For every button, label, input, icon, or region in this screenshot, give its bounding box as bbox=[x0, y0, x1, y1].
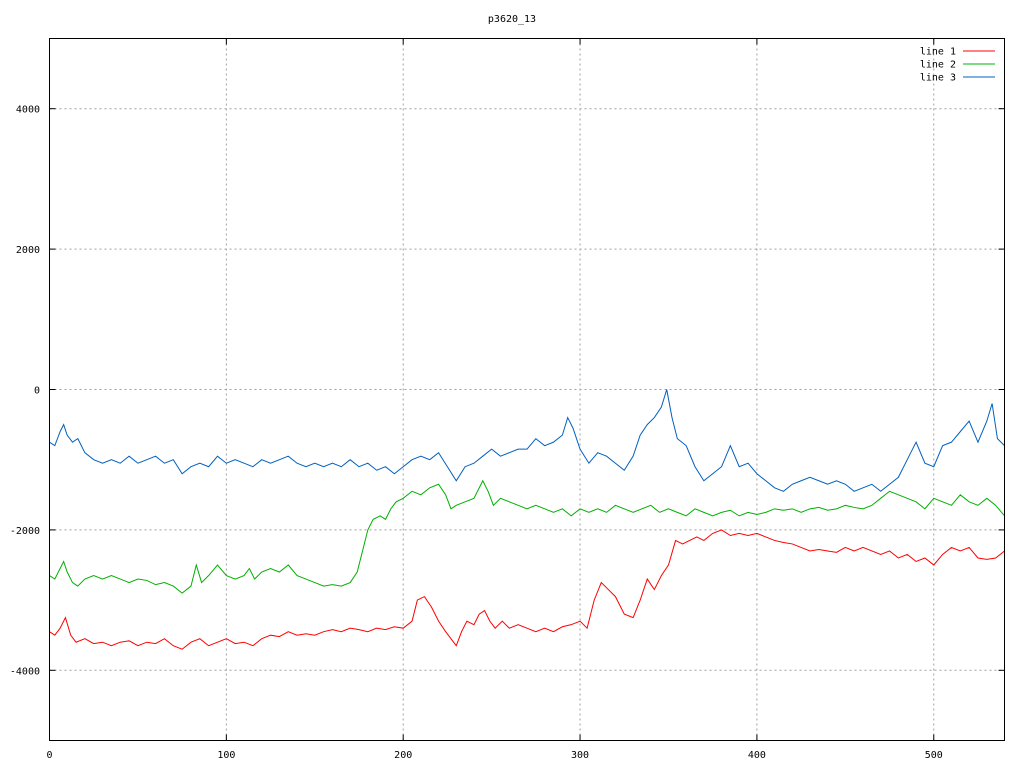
x-tick-label: 200 bbox=[394, 750, 412, 761]
x-tick-label: 0 bbox=[46, 750, 52, 761]
y-tick-label: -4000 bbox=[10, 666, 40, 677]
series-line-1 bbox=[49, 529, 1005, 650]
x-tick-label: 500 bbox=[925, 750, 943, 761]
y-tick-label: 4000 bbox=[16, 105, 40, 116]
plot-frame bbox=[49, 38, 1005, 741]
x-tick-label: 300 bbox=[571, 750, 589, 761]
series-line-2 bbox=[49, 479, 1005, 594]
legend-label: line 2 bbox=[920, 60, 956, 71]
y-tick-label: 0 bbox=[34, 386, 40, 397]
grid-lines bbox=[49, 38, 1005, 741]
x-tick-label: 100 bbox=[217, 750, 235, 761]
y-tick-label: -2000 bbox=[10, 526, 40, 537]
chart-title: p3620_13 bbox=[488, 14, 536, 25]
y-tick-label: 2000 bbox=[16, 245, 40, 256]
legend-label: line 3 bbox=[920, 73, 956, 84]
legend-label: line 1 bbox=[920, 47, 956, 58]
series-lines bbox=[49, 389, 1005, 650]
x-tick-label: 400 bbox=[748, 750, 766, 761]
legend: line 1 line 2 line 3 bbox=[920, 47, 995, 84]
series-line-3 bbox=[49, 389, 1005, 492]
axis-ticks bbox=[49, 38, 1005, 741]
axis-tick-labels: 0 100 200 300 400 500 -4000 -2000 0 2000 4000 bbox=[10, 105, 943, 761]
